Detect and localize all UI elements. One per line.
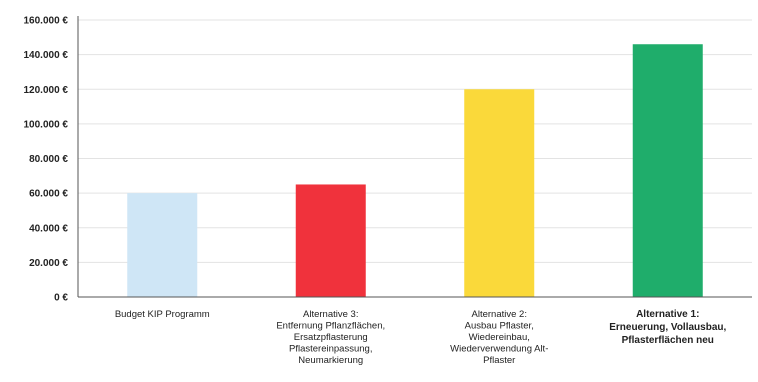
y-tick-label: 140.000 € xyxy=(24,50,69,61)
x-category-label-line: Alternative 2: xyxy=(472,309,527,320)
x-category-label-line: Pflasterflächen neu xyxy=(622,335,714,346)
x-category-label-line: Budget KIP Programm xyxy=(115,309,210,320)
x-category-label-line: Alternative 1: xyxy=(636,309,699,320)
bar xyxy=(632,44,703,297)
x-category-label-line: Pflastereinpassung, xyxy=(289,344,372,355)
y-tick-label: 80.000 € xyxy=(29,154,68,165)
y-tick-label: 60.000 € xyxy=(29,189,68,200)
axes xyxy=(77,16,752,298)
x-category-label-line: Entfernung Pflanzflächen, xyxy=(276,321,385,332)
x-category-label-line: Pflaster xyxy=(483,355,515,366)
y-tick-label: 100.000 € xyxy=(24,119,69,130)
y-tick-label: 160.000 € xyxy=(24,16,69,27)
x-category-label: Budget KIP Programm xyxy=(115,309,210,320)
y-tick-label: 40.000 € xyxy=(29,223,68,234)
x-category-label-line: Alternative 3: xyxy=(303,309,358,320)
y-tick-label: 120.000 € xyxy=(24,85,69,96)
y-tick-label: 0 € xyxy=(54,293,68,304)
x-category-label-line: Wiederverwendung Alt- xyxy=(450,344,548,355)
x-axis-category-labels: Budget KIP Programm Alternative 3: Entfern… xyxy=(115,309,727,366)
x-category-label: Alternative 2: Ausbau Pflaster, Wiedereinb… xyxy=(450,309,548,366)
bar xyxy=(127,193,198,297)
x-category-label-line: Ersatzpflasterung xyxy=(294,332,368,343)
y-tick-label: 20.000 € xyxy=(29,258,68,269)
x-category-label-line: Neumarkierung xyxy=(298,355,363,366)
x-category-label: Alternative 1: Erneuerung, Vollausbau, Pfl… xyxy=(609,309,726,346)
y-axis-tick-labels: 0 € 20.000 € 40.000 € 60.000 € 80.000 € 100.0… xyxy=(24,16,69,304)
x-category-label-line: Erneuerung, Vollausbau, xyxy=(609,322,726,333)
bar xyxy=(464,89,535,297)
x-category-label: Alternative 3: Entfernung Pflanzflächen, E… xyxy=(276,309,385,366)
bar xyxy=(295,184,366,297)
bars xyxy=(127,44,703,297)
x-category-label-line: Wiedereinbau, xyxy=(469,332,530,343)
x-category-label-line: Ausbau Pflaster, xyxy=(465,321,534,332)
